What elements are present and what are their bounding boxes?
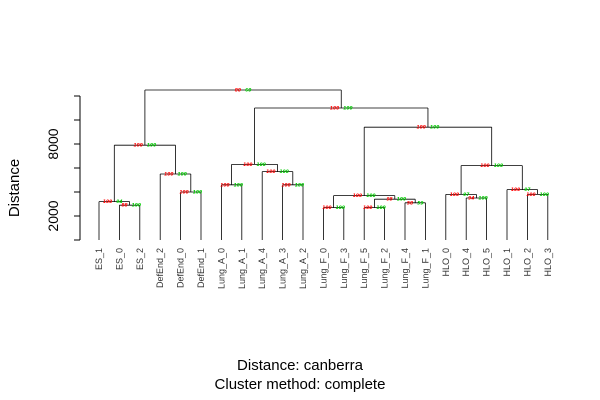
bp-value-label: 59	[417, 200, 423, 206]
au-pvalue-label: 100	[322, 205, 331, 211]
au-pvalue-label: 100	[133, 143, 142, 149]
au-pvalue-label: 100	[266, 169, 275, 175]
au-pvalue-label: 80	[235, 88, 241, 94]
leaf-label: HLO_0	[441, 248, 451, 277]
au-pvalue-label: 100	[179, 190, 188, 196]
leaf-label: Lung_F_3	[339, 248, 349, 289]
leaf-label: DefEnd_0	[176, 248, 186, 288]
bp-value-label: 100	[295, 182, 304, 188]
y-axis: 2000 8000	[45, 95, 81, 241]
bp-value-label: 100	[234, 182, 243, 188]
leaf-labels: ES_1 ES_0 ES_2 DefEnd_2 DefEnd_0 DefEnd_1 Lung…	[94, 248, 553, 289]
bp-value-label: 100	[376, 205, 385, 211]
bp-value-label: 100	[257, 162, 266, 168]
bp-value-label: 100	[132, 203, 141, 209]
au-pvalue-label: 88	[121, 203, 127, 209]
leaf-label: HLO_5	[482, 248, 492, 277]
au-pvalue-label: 100	[363, 205, 372, 211]
bp-value-label: 100	[478, 196, 487, 202]
bp-value-label: 100	[336, 205, 345, 211]
leaf-label: Lung_A_0	[216, 248, 226, 289]
bp-value-label: 94	[116, 199, 122, 205]
leaf-label: Lung_F_4	[400, 248, 410, 289]
leaf-label: DefEnd_1	[196, 248, 206, 288]
bp-value-label: 100	[397, 197, 406, 203]
bp-value-label: 100	[343, 106, 352, 112]
au-pvalue-label: 100	[164, 172, 173, 178]
leaf-label: ES_0	[114, 248, 124, 270]
leaf-label: Lung_A_4	[257, 248, 267, 289]
leaf-label: Lung_F_5	[359, 248, 369, 289]
leaf-label: Lung_A_2	[298, 248, 308, 289]
au-pvalue-label: 94	[468, 196, 474, 202]
bp-value-label: 97	[524, 187, 531, 193]
bp-value-label: 100	[280, 169, 289, 175]
leaf-label: DefEnd_2	[155, 248, 165, 288]
au-pvalue-label: 100	[243, 162, 252, 168]
leaf-label: HLO_4	[461, 248, 471, 277]
au-pvalue-label: 100	[330, 106, 339, 112]
bp-value-label: 60	[245, 88, 251, 94]
au-pvalue-label: 100	[103, 199, 112, 205]
au-pvalue-label: 100	[526, 192, 535, 198]
leaf-label: ES_2	[135, 248, 145, 270]
distance-caption: Distance: canberra	[237, 357, 363, 374]
leaf-label: Lung_A_1	[237, 248, 247, 289]
bp-value-label: 100	[540, 192, 549, 198]
au-pvalue-label: 95	[387, 197, 393, 203]
y-axis-label: Distance	[6, 159, 23, 217]
au-pvalue-label: 58	[407, 200, 413, 206]
au-pvalue-label: 100	[417, 125, 426, 131]
au-pvalue-label: 100	[220, 182, 229, 188]
au-pvalue-label: 100	[353, 193, 362, 199]
au-pvalue-label: 100	[511, 187, 520, 193]
leaf-label: HLO_2	[522, 248, 532, 277]
bp-value-label: 100	[178, 172, 187, 178]
leaf-label: Lung_F_2	[380, 248, 390, 289]
y-tick-label: 2000	[45, 200, 61, 231]
leaf-label: HLO_3	[543, 248, 553, 277]
bp-value-label: 100	[147, 143, 156, 149]
bp-value-label: 100	[494, 163, 503, 169]
au-pvalue-label: 100	[480, 163, 489, 169]
leaf-label: HLO_1	[502, 248, 512, 277]
y-tick-label: 8000	[45, 128, 61, 159]
bp-value-label: 100	[366, 193, 375, 199]
au-pvalue-label: 100	[450, 192, 459, 198]
leaf-label: Lung_F_0	[318, 248, 328, 289]
bp-value-label: 97	[463, 192, 470, 198]
leaf-label: Lung_F_1	[420, 248, 430, 289]
bp-value-label: 100	[193, 190, 202, 196]
leaf-label: Lung_A_3	[278, 248, 288, 289]
leaf-label: ES_1	[94, 248, 104, 270]
method-caption: Cluster method: complete	[214, 376, 386, 393]
au-pvalue-label: 100	[281, 182, 290, 188]
bp-value-label: 100	[430, 125, 439, 131]
